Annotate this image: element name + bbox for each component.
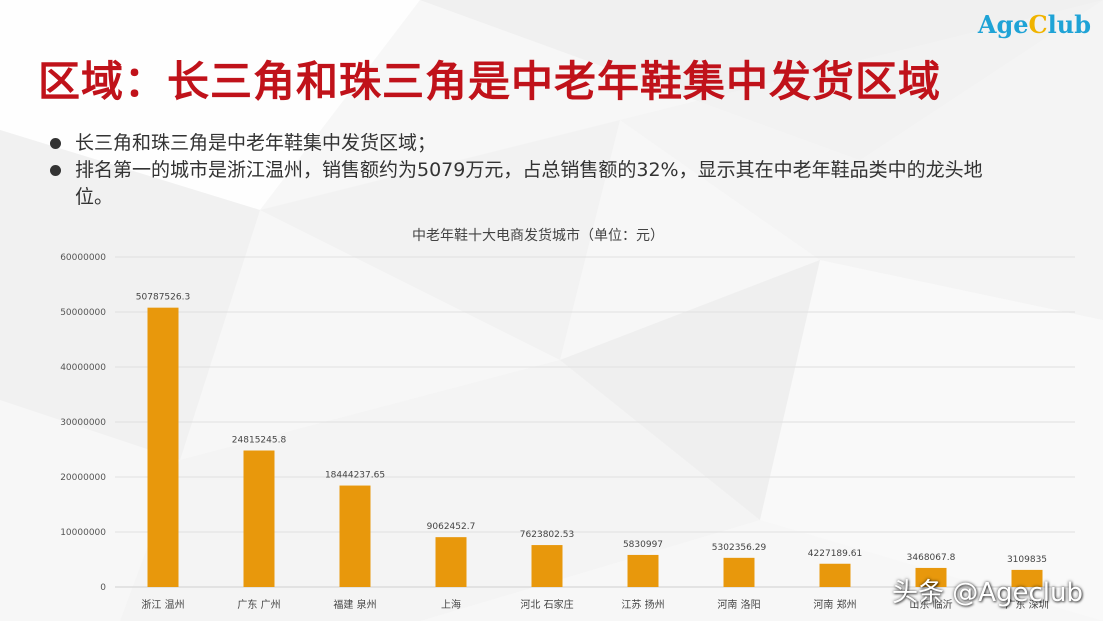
chart-bar [339,485,371,587]
chart-x-tick-label: 河北 石家庄 [520,598,573,611]
chart-y-tick-label: 30000000 [60,418,106,428]
chart-x-tick-label: 广东 深圳 [1005,598,1048,611]
chart-y-tick-label: 50000000 [60,308,106,318]
chart-x-tick-label: 江苏 扬州 [621,598,664,611]
chart-x-tick-label: 河南 洛阳 [717,598,760,611]
chart-y-tick-label: 20000000 [60,473,106,483]
bullet-dot-icon [50,165,61,176]
chart-title: 中老年鞋十大电商发货城市（单位：元） [412,227,664,244]
bullet-item: 长三角和珠三角是中老年鞋集中发货区域； [50,130,1010,157]
chart-x-tick-label: 福建 泉州 [333,598,376,611]
bullet-item: 排名第一的城市是浙江温州，销售额约为5079万元，占总销售额的32%，显示其在中… [50,157,1010,211]
chart-x-tick-label: 浙江 温州 [141,599,184,611]
page-title: 区域：长三角和珠三角是中老年鞋集中发货区域 [38,57,942,106]
bullet-dot-icon [50,138,61,149]
chart-bar [243,450,275,587]
chart-data-label: 4227189.61 [808,549,862,559]
logo-text-lub: lub [1047,10,1091,39]
chart-data-label: 3109835 [1007,555,1047,565]
chart-bar [147,307,179,587]
chart-data-label: 5302356.29 [712,543,767,553]
chart-x-tick-label: 上海 [441,598,461,611]
chart-bar [915,567,947,587]
chart-gridlines [115,256,1075,588]
chart-bar [435,537,467,587]
bullet-text: 排名第一的城市是浙江温州，销售额约为5079万元，占总销售额的32%，显示其在中… [75,159,983,208]
chart-bar [531,545,563,587]
chart-x-tick-label: 河南 郑州 [813,598,856,611]
chart-x-tick-label: 广东 广州 [237,598,280,611]
chart-bars: 50787526.3 24815245.8 18444237.65 9062452.7… [136,293,1047,587]
chart-x-tick-label: 山东 临沂 [909,598,952,611]
watermark: 头条 @Ageclub [891,578,1083,608]
logo-text-age: Age [977,10,1029,39]
chart-bar [723,557,755,587]
chart-data-label: 3468067.8 [907,553,956,563]
chart-y-tick-label: 0 [100,583,106,593]
logo-text-c: C [1028,10,1048,39]
ageclub-logo: AgeClub [978,10,1091,39]
chart-data-label: 24815245.8 [232,436,287,446]
chart-data-label: 5830997 [623,540,663,550]
chart-data-label: 7623802.53 [520,530,574,540]
chart-bar [1011,569,1043,587]
chart-y-tick-label: 40000000 [60,363,106,373]
chart-bar [627,554,659,587]
chart-y-tick-label: 60000000 [60,253,106,263]
bullet-list: 长三角和珠三角是中老年鞋集中发货区域； 排名第一的城市是浙江温州，销售额约为50… [50,130,1010,211]
chart-bar [819,563,851,587]
chart-y-axis: 0 10000000 20000000 30000000 40000000 5000000… [60,253,106,593]
chart-x-axis: 浙江 温州 广东 广州 福建 泉州 上海 河北 石家庄 江苏 扬州 河南 洛阳 河南 郑州 山东… [141,598,1048,611]
chart-data-label: 50787526.3 [136,293,190,303]
chart-data-label: 18444237.65 [325,471,385,481]
chart-y-tick-label: 10000000 [60,528,106,538]
chart-data-label: 9062452.7 [427,522,476,532]
bullet-text: 长三角和珠三角是中老年鞋集中发货区域； [75,132,437,154]
